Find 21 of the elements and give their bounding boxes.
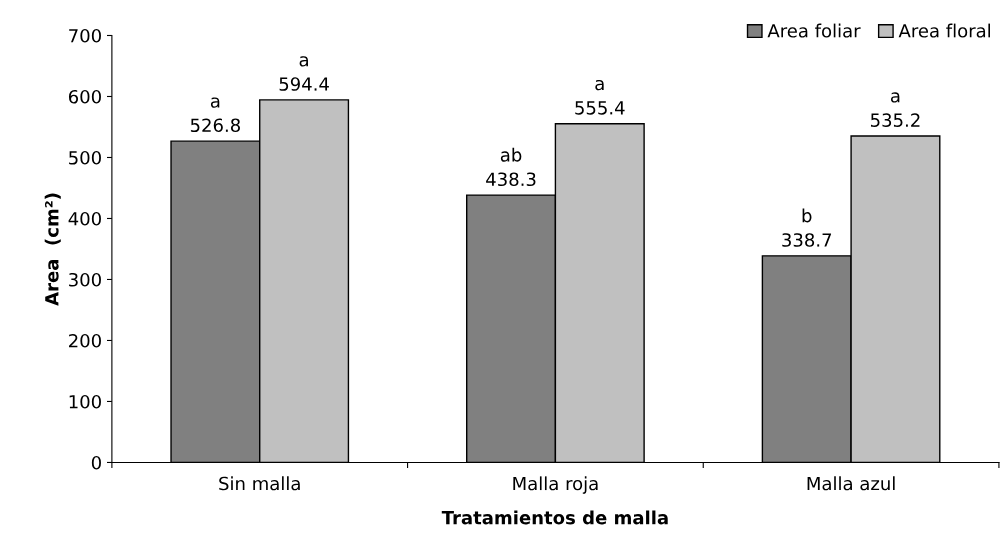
x-tick-label: Sin malla — [219, 476, 300, 491]
x-tick-label: Malla azul — [807, 476, 895, 491]
y-tick-label: 500 — [69, 150, 101, 165]
legend-label: Area floral — [898, 23, 991, 38]
y-tick-label: 400 — [68, 211, 101, 226]
x-axis-title: Tratamientos de malla — [441, 510, 668, 525]
data-label: a 535.2 — [870, 92, 920, 127]
y-tick-label: 200 — [69, 333, 101, 348]
y-tick-label: 0 — [91, 455, 101, 470]
data-label: a 526.8 — [190, 97, 240, 133]
data-label: a 594.4 — [279, 56, 329, 91]
y-tick-label: 600 — [68, 89, 101, 104]
legend-label: Area foliar — [767, 23, 861, 38]
y-axis-title: Area (cm²) — [44, 193, 61, 306]
data-label: ab 438.3 — [486, 147, 536, 187]
y-tick-label: 300 — [69, 272, 101, 287]
y-tick-label: 700 — [69, 28, 101, 43]
data-label: b 338.7 — [782, 208, 832, 247]
y-tick-label: 100 — [69, 394, 101, 409]
data-label: a 555.4 — [575, 79, 625, 115]
x-tick-label: Malla roja — [513, 476, 598, 494]
